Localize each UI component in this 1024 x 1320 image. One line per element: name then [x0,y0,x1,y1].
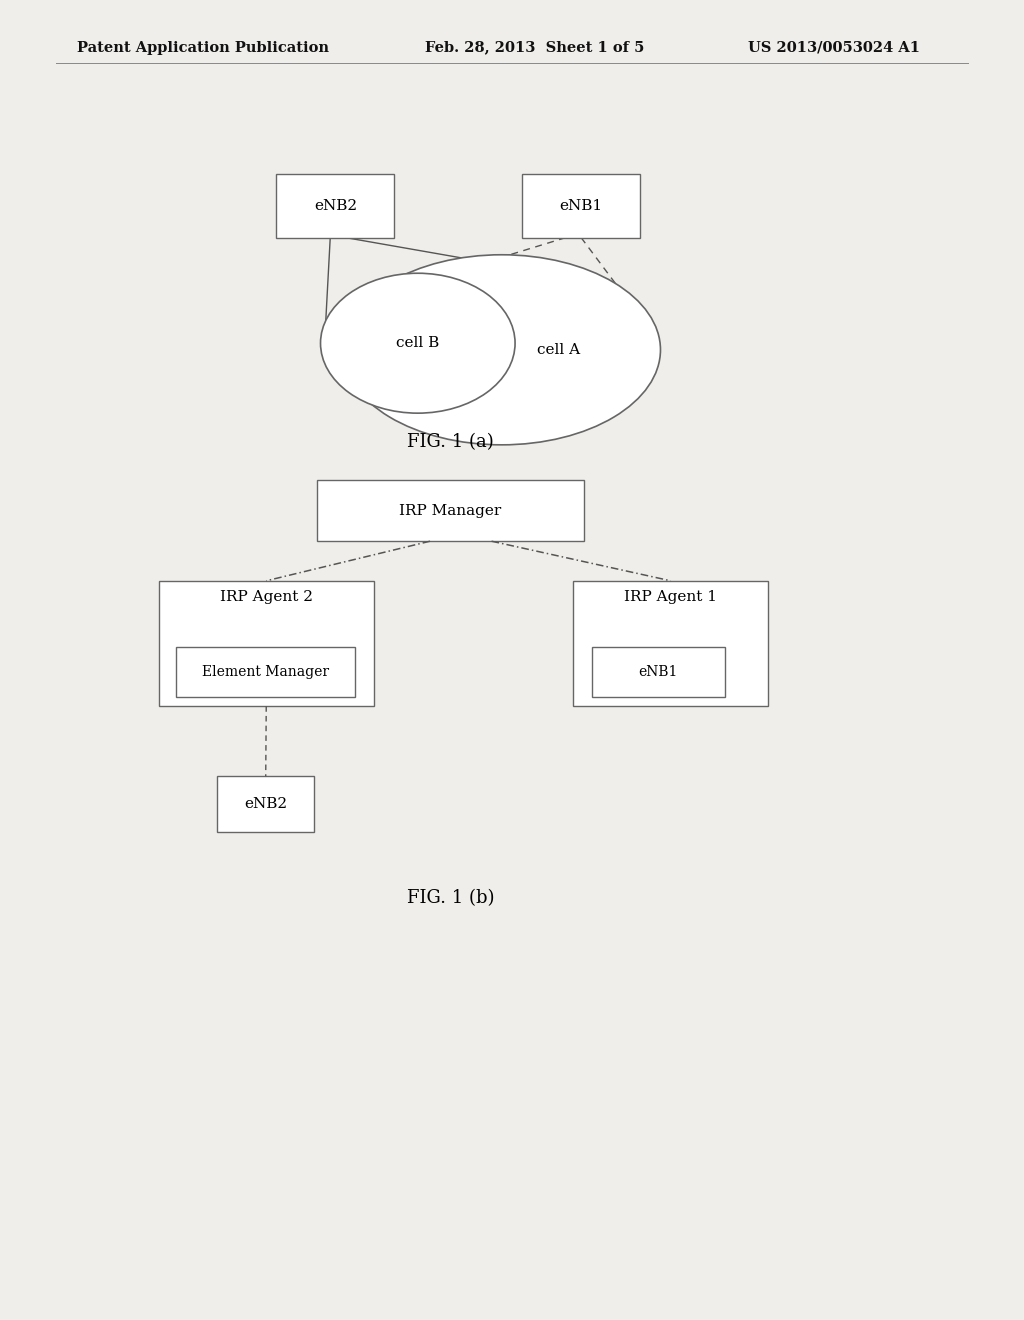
FancyBboxPatch shape [592,647,725,697]
Text: IRP Agent 1: IRP Agent 1 [625,590,717,603]
FancyBboxPatch shape [276,174,394,238]
Ellipse shape [321,273,515,413]
Text: cell A: cell A [537,343,580,356]
Text: FIG. 1 (b): FIG. 1 (b) [407,888,495,907]
Text: cell B: cell B [396,337,439,350]
Text: IRP Agent 2: IRP Agent 2 [220,590,312,603]
Ellipse shape [343,255,660,445]
Text: US 2013/0053024 A1: US 2013/0053024 A1 [748,41,920,54]
Text: eNB2: eNB2 [313,199,357,213]
Text: FIG. 1 (a): FIG. 1 (a) [408,433,494,451]
FancyBboxPatch shape [522,174,640,238]
Text: Feb. 28, 2013  Sheet 1 of 5: Feb. 28, 2013 Sheet 1 of 5 [425,41,644,54]
Text: Element Manager: Element Manager [202,665,330,678]
Text: Patent Application Publication: Patent Application Publication [77,41,329,54]
FancyBboxPatch shape [317,480,584,541]
FancyBboxPatch shape [573,581,768,706]
Text: eNB2: eNB2 [244,797,288,810]
Text: eNB1: eNB1 [559,199,603,213]
Text: IRP Manager: IRP Manager [399,504,502,517]
FancyBboxPatch shape [217,776,314,832]
FancyBboxPatch shape [159,581,374,706]
Text: eNB1: eNB1 [639,665,678,678]
FancyBboxPatch shape [176,647,355,697]
